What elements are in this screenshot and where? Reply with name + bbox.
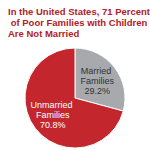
svg-text:Families: Families — [80, 76, 114, 86]
svg-text:70.8%: 70.8% — [40, 120, 66, 130]
svg-text:Families: Families — [36, 110, 70, 120]
svg-text:Married: Married — [81, 66, 114, 76]
svg-text:In the United States, 71 Perce: In the United States, 71 Percent — [8, 6, 150, 17]
svg-text:Unmarried: Unmarried — [31, 100, 76, 110]
svg-text:Are Not Married: Are Not Married — [8, 28, 79, 39]
svg-text:of Poor Families with Children: of Poor Families with Children — [8, 17, 150, 28]
svg-text:29.2%: 29.2% — [84, 86, 110, 96]
